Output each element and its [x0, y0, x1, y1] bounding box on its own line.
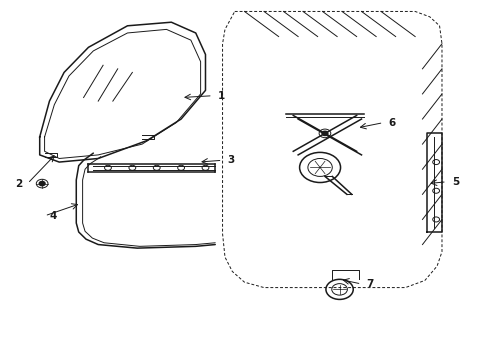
Text: 6: 6	[387, 118, 395, 128]
Text: 1: 1	[217, 91, 224, 101]
Text: 5: 5	[451, 177, 458, 187]
Text: 2: 2	[15, 179, 22, 189]
Circle shape	[322, 131, 327, 135]
Text: 3: 3	[227, 155, 234, 165]
Text: 7: 7	[366, 279, 373, 289]
Text: 4: 4	[49, 211, 57, 221]
Circle shape	[39, 181, 45, 186]
